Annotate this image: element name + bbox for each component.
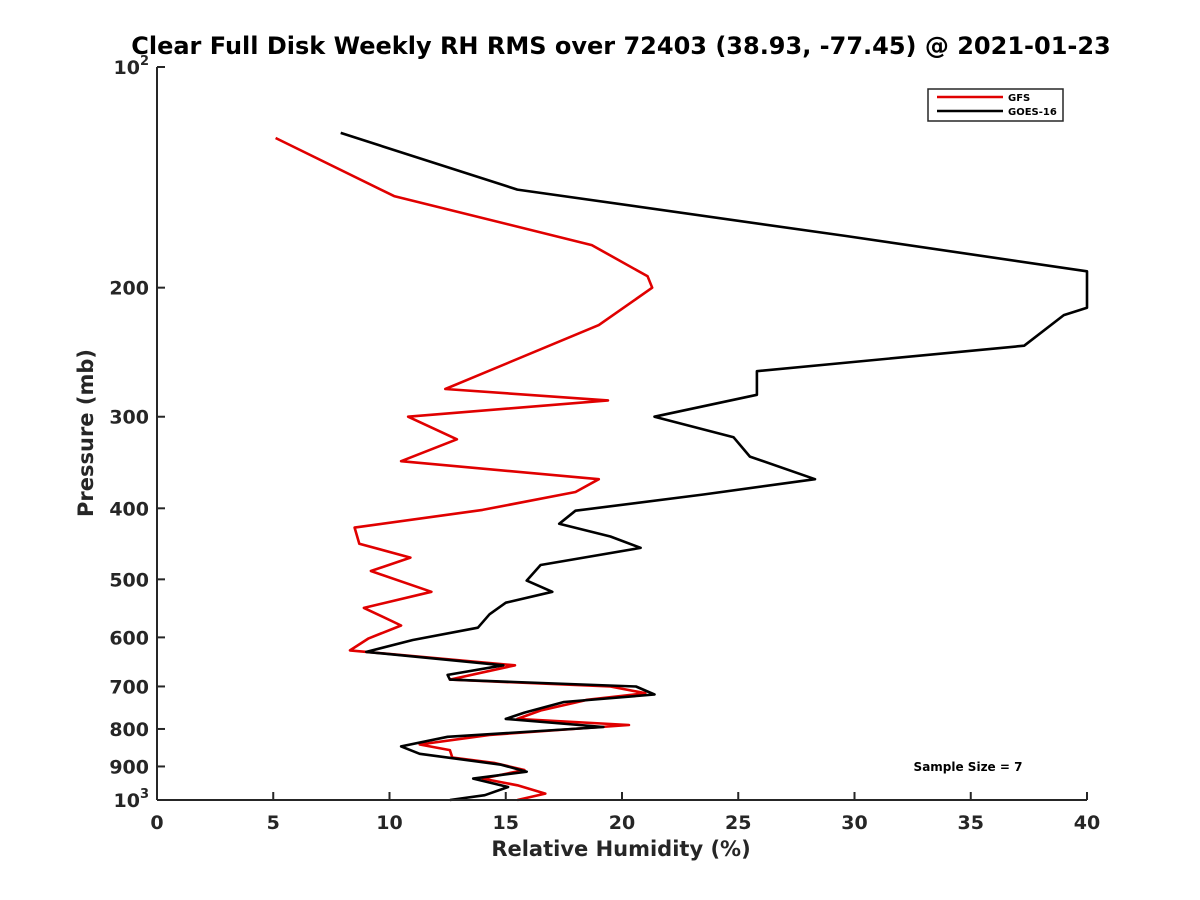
x-tick-label: 5: [267, 812, 280, 834]
chart-title: Clear Full Disk Weekly RH RMS over 72403…: [131, 32, 1111, 60]
y-tick-label: 200: [109, 278, 149, 300]
x-tick-label: 40: [1074, 812, 1100, 834]
y-tick-label: 800: [109, 719, 149, 741]
y-tick-label: 900: [109, 756, 149, 778]
legend-box: [927, 88, 1064, 122]
legend-label: GFS: [1008, 93, 1030, 104]
x-tick-label: 35: [958, 812, 984, 834]
sample-size-annotation: Sample Size = 7: [914, 760, 1023, 774]
y-tick-label: 102: [114, 54, 150, 79]
x-axis-label: Relative Humidity (%): [491, 837, 750, 861]
x-tick-label: 15: [493, 812, 519, 834]
x-tick-label: 25: [725, 812, 751, 834]
ticks: 0 5 10 15 20 25 30 35 40 102 200 300 400 500 600 700 800…: [109, 54, 1100, 834]
plot-lines: [275, 131, 1089, 802]
y-tick-label: 400: [109, 498, 149, 520]
y-tick-label: 600: [109, 627, 149, 649]
x-tick-label: 0: [150, 812, 163, 834]
series-line-gfs: [275, 136, 654, 802]
legend: GFS GOES-16: [927, 88, 1064, 122]
x-tick-label: 30: [841, 812, 867, 834]
legend-label: GOES-16: [1008, 107, 1057, 118]
x-tick-label: 20: [609, 812, 635, 834]
y-tick-label: 700: [109, 676, 149, 698]
x-tick-label: 10: [376, 812, 402, 834]
y-tick-label: 103: [114, 787, 150, 812]
y-tick-label: 300: [109, 407, 149, 429]
series-line-goes-16: [340, 131, 1089, 802]
y-axis-label: Pressure (mb): [74, 349, 98, 517]
y-tick-label: 500: [109, 569, 149, 591]
